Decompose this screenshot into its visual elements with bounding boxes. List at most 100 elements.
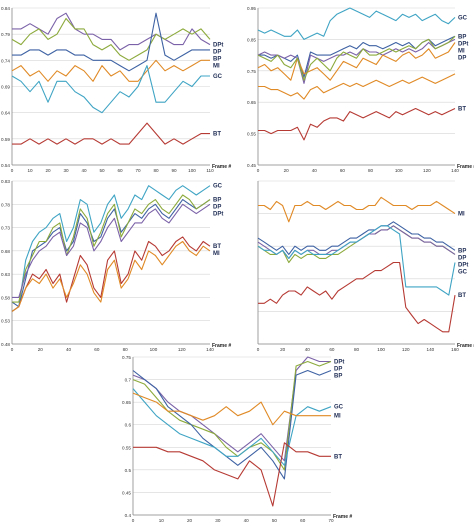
series-label-mi: MI bbox=[213, 251, 220, 257]
series-line-dpt bbox=[12, 203, 211, 298]
y-tick-label: 0.73 bbox=[1, 226, 10, 231]
series-line-mi bbox=[257, 42, 456, 81]
series-label-dpt: DPt bbox=[213, 43, 223, 49]
series-line-dpt bbox=[132, 356, 331, 462]
y-tick-label: 0.74 bbox=[1, 58, 10, 63]
y-tick-label: 0.78 bbox=[1, 202, 10, 207]
y-tick-label: 0.7 bbox=[125, 378, 132, 383]
chart-panel-3: 0.48 0.53 0.58 0.63 0.68 0.73 0.78 0.83 0 20 40 60 8… bbox=[1, 179, 231, 352]
x-tick-label: 40 bbox=[81, 168, 87, 173]
y-tick-label: 0.48 bbox=[1, 342, 10, 347]
series-label-bt: BT bbox=[213, 132, 221, 138]
x-axis-label: Frame # bbox=[212, 164, 231, 170]
x-tick-label: 10 bbox=[27, 168, 33, 173]
x-tick-label: 10 bbox=[159, 518, 165, 523]
series-line-mi bbox=[132, 392, 331, 426]
series-line-gc bbox=[132, 388, 332, 466]
series-label-mi: MI bbox=[458, 48, 465, 54]
series-line-bt bbox=[12, 122, 210, 145]
y-tick-label: 0.6 bbox=[125, 423, 132, 428]
y-tick-label: 0.83 bbox=[1, 179, 10, 184]
x-tick-label: 140 bbox=[206, 347, 214, 352]
x-tick-label: 0 bbox=[257, 347, 260, 352]
series-label-mi: MI bbox=[334, 414, 341, 420]
series-label-bt: BT bbox=[334, 454, 342, 460]
series-line-bp bbox=[12, 12, 210, 72]
series-line-dp bbox=[257, 35, 456, 81]
y-tick-label: 0.85 bbox=[247, 37, 256, 42]
y-tick-label: 0.65 bbox=[247, 100, 256, 105]
x-tick-label: 20 bbox=[187, 518, 193, 523]
series-label-dpt: DPt bbox=[458, 41, 468, 47]
x-tick-label: 60 bbox=[94, 347, 100, 352]
y-tick-label: 0.63 bbox=[1, 272, 10, 277]
y-tick-label: 0.55 bbox=[247, 132, 256, 137]
x-tick-label: 60 bbox=[329, 347, 335, 352]
series-line-gc bbox=[11, 65, 210, 114]
y-tick-label: 0.55 bbox=[122, 445, 131, 450]
x-axis-label: Frame # bbox=[333, 514, 352, 520]
series-line-mi bbox=[11, 59, 210, 82]
series-label-bt: BT bbox=[458, 293, 466, 299]
series-label-mi: MI bbox=[458, 212, 465, 218]
series-label-bt: BT bbox=[458, 106, 466, 112]
y-tick-label: 0.79 bbox=[1, 32, 10, 37]
x-tick-label: 40 bbox=[66, 347, 72, 352]
series-line-mi bbox=[11, 240, 211, 312]
y-tick-label: 0.75 bbox=[247, 69, 256, 74]
x-axis-label: Frame # bbox=[212, 343, 231, 349]
y-tick-label: 0.64 bbox=[1, 111, 10, 116]
y-tick-label: 0.45 bbox=[122, 490, 131, 495]
x-tick-label: 80 bbox=[153, 168, 159, 173]
x-tick-label: 100 bbox=[395, 168, 403, 173]
y-tick-label: 0.54 bbox=[1, 163, 10, 168]
x-tick-label: 20 bbox=[280, 347, 286, 352]
series-label-gc: GC bbox=[334, 405, 344, 411]
y-tick-label: 0.59 bbox=[1, 137, 10, 142]
x-tick-label: 100 bbox=[188, 168, 196, 173]
y-tick-label: 0.65 bbox=[122, 400, 131, 405]
y-tick-label: 0.75 bbox=[122, 355, 131, 360]
series-line-dp bbox=[132, 360, 332, 471]
x-tick-label: 100 bbox=[150, 347, 158, 352]
x-tick-label: 120 bbox=[178, 347, 186, 352]
series-label-dp: DP bbox=[213, 205, 221, 211]
x-tick-label: 110 bbox=[206, 168, 214, 173]
series-line-bp bbox=[257, 221, 456, 255]
y-tick-label: 0.45 bbox=[247, 163, 256, 168]
series-label-dp: DP bbox=[458, 255, 466, 261]
series-line-gc bbox=[11, 185, 211, 312]
x-tick-label: 0 bbox=[11, 347, 14, 352]
x-tick-label: 60 bbox=[300, 518, 306, 523]
y-tick-label: 0.84 bbox=[1, 6, 10, 11]
x-tick-label: 40 bbox=[312, 168, 318, 173]
x-tick-label: 0 bbox=[257, 168, 260, 173]
x-tick-label: 80 bbox=[354, 347, 360, 352]
y-tick-label: 0.69 bbox=[1, 85, 10, 90]
series-line-bt bbox=[258, 107, 456, 141]
series-label-gc: GC bbox=[213, 74, 223, 80]
x-tick-label: 20 bbox=[45, 168, 51, 173]
series-line-bt bbox=[11, 236, 211, 312]
x-axis-label: Frame # bbox=[457, 343, 474, 349]
y-tick-label: 0.4 bbox=[125, 513, 132, 518]
x-tick-label: 160 bbox=[451, 347, 459, 352]
x-tick-label: 40 bbox=[305, 347, 311, 352]
series-line-gc bbox=[257, 7, 456, 40]
x-tick-label: 140 bbox=[451, 168, 459, 173]
series-label-bp: BP bbox=[213, 198, 221, 204]
series-label-mi: MI bbox=[213, 64, 220, 70]
series-line-dpt bbox=[257, 38, 456, 84]
series-label-bp: BP bbox=[458, 248, 466, 254]
x-tick-label: 60 bbox=[117, 168, 123, 173]
x-tick-label: 80 bbox=[368, 168, 374, 173]
chart-panel-2: 0.45 0.55 0.65 0.75 0.85 0.95 0 20 40 60 80 100 120 1… bbox=[247, 6, 474, 173]
x-tick-label: 0 bbox=[132, 518, 135, 523]
y-tick-label: 0.58 bbox=[1, 295, 10, 300]
x-tick-label: 70 bbox=[328, 518, 334, 523]
x-axis-label: Frame # bbox=[457, 164, 474, 170]
x-tick-label: 30 bbox=[215, 518, 221, 523]
series-line-bp bbox=[132, 369, 332, 480]
